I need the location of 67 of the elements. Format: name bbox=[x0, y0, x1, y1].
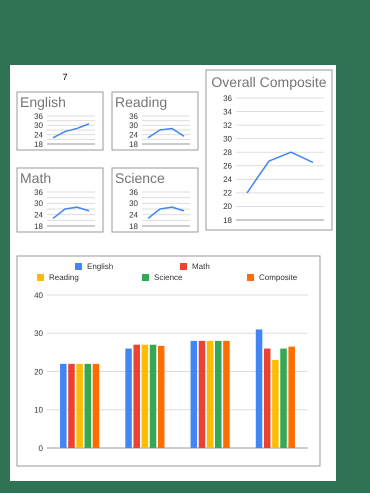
y-tick-label: 26 bbox=[223, 162, 233, 171]
y-tick-label: 30 bbox=[34, 121, 44, 130]
legend-label: Reading bbox=[49, 272, 79, 282]
bar bbox=[142, 344, 148, 448]
y-tick-label: 18 bbox=[34, 140, 44, 149]
line-series bbox=[52, 123, 90, 139]
y-tick-label: 20 bbox=[223, 202, 233, 212]
bar bbox=[190, 340, 198, 448]
text: 7 bbox=[62, 72, 68, 82]
y-tick-label: 24 bbox=[223, 175, 233, 184]
bar bbox=[125, 348, 132, 448]
chart-title: Overall Composite bbox=[211, 74, 327, 90]
bar bbox=[60, 364, 67, 448]
legend-label: Science bbox=[154, 272, 184, 282]
line-series bbox=[147, 128, 185, 139]
y-tick-label: 36 bbox=[34, 112, 44, 121]
y-tick-label: 10 bbox=[34, 406, 44, 415]
y-tick-label: 36 bbox=[129, 112, 139, 121]
bar bbox=[264, 348, 270, 448]
y-tick-label: 30 bbox=[223, 134, 233, 144]
line-series bbox=[52, 206, 90, 220]
legend-label: Composite bbox=[259, 272, 298, 282]
line-series bbox=[246, 151, 314, 194]
bar bbox=[223, 340, 230, 448]
bar bbox=[133, 344, 140, 448]
y-tick-label: 28 bbox=[223, 148, 233, 158]
y-tick-label: 0 bbox=[38, 444, 44, 453]
bar bbox=[150, 344, 156, 448]
bar bbox=[84, 364, 92, 448]
bar bbox=[68, 364, 75, 448]
y-tick-label: 40 bbox=[34, 290, 44, 300]
y-tick-label: 18 bbox=[129, 140, 139, 149]
y-tick-label: 30 bbox=[129, 121, 139, 130]
line-series bbox=[147, 206, 185, 220]
y-tick-label: 24 bbox=[34, 130, 44, 140]
y-tick-label: 36 bbox=[129, 188, 139, 197]
bar bbox=[158, 346, 164, 448]
bar bbox=[76, 364, 83, 448]
legend-label: Math bbox=[192, 262, 210, 271]
y-tick-label: 18 bbox=[223, 216, 233, 225]
bar bbox=[92, 364, 100, 448]
y-tick-label: 30 bbox=[34, 329, 44, 338]
y-tick-label: 30 bbox=[129, 199, 139, 208]
bar bbox=[256, 329, 262, 448]
chart-title: English bbox=[20, 94, 66, 110]
y-tick-label: 30 bbox=[34, 199, 44, 208]
y-tick-label: 20 bbox=[34, 367, 44, 376]
y-tick-label: 24 bbox=[129, 130, 139, 140]
y-tick-label: 32 bbox=[223, 120, 233, 130]
y-tick-label: 36 bbox=[223, 94, 233, 103]
chart-title: Reading bbox=[115, 94, 168, 110]
bar bbox=[272, 360, 279, 448]
legend-label: English bbox=[87, 262, 114, 271]
bar bbox=[198, 340, 206, 448]
y-tick-label: 18 bbox=[34, 222, 44, 231]
y-tick-label: 24 bbox=[34, 210, 44, 220]
y-tick-label: 24 bbox=[129, 210, 139, 220]
bar bbox=[206, 340, 214, 448]
bar bbox=[215, 340, 222, 448]
chart-title: Math bbox=[20, 170, 52, 186]
y-tick-label: 22 bbox=[223, 188, 233, 198]
y-tick-label: 36 bbox=[34, 188, 44, 197]
bar bbox=[280, 348, 287, 448]
bar bbox=[288, 346, 295, 448]
chart-title: Science bbox=[115, 170, 166, 186]
y-tick-label: 34 bbox=[223, 107, 233, 116]
y-tick-label: 18 bbox=[129, 222, 139, 231]
